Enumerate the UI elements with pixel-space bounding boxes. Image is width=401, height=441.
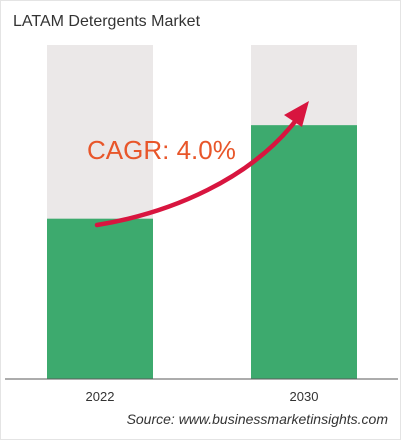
x-tick-label-2022: 2022: [86, 389, 115, 404]
source-note: Source: www.businessmarketinsights.com: [126, 411, 388, 427]
x-tick-label-2030: 2030: [290, 389, 319, 404]
bar-2030: [251, 125, 357, 379]
cagr-arrow-head: [284, 101, 309, 127]
cagr-arrow-line: [94, 116, 300, 228]
chart-title: LATAM Detergents Market: [13, 13, 201, 30]
cagr-label: CAGR:: [87, 135, 170, 165]
bar-2022: [47, 218, 153, 379]
cagr-value: 4.0%: [176, 135, 236, 165]
cagr-annotation: CAGR: 4.0%: [87, 135, 236, 166]
